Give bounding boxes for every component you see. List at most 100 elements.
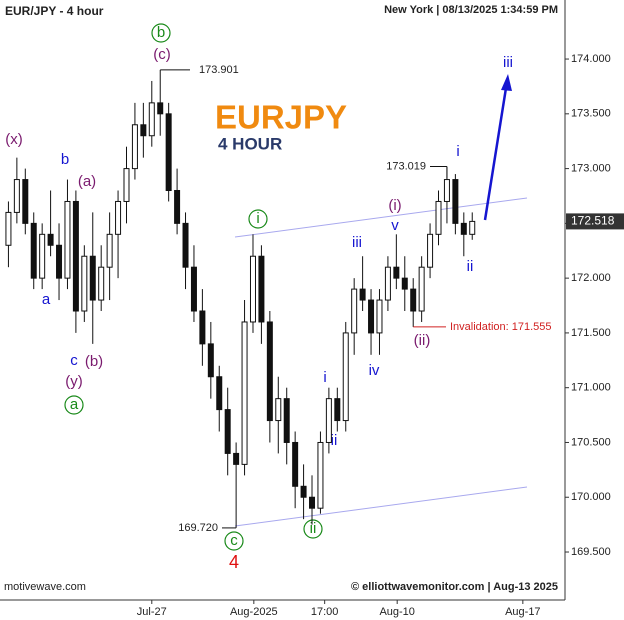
candle-body [317, 441, 324, 509]
candle-body [224, 409, 231, 454]
candle-body [258, 255, 265, 323]
wave-circle [224, 531, 244, 551]
candle-body [393, 266, 400, 279]
wave-label: c [230, 532, 238, 549]
candle-body [384, 266, 391, 301]
candle-body [241, 321, 248, 465]
candle-body [309, 496, 316, 509]
source: motivewave.com [4, 581, 86, 593]
wave-label: i [323, 369, 326, 386]
candle-body [376, 299, 383, 334]
x-tick-label: Aug-10 [379, 606, 414, 618]
wave-label: (c) [153, 46, 171, 63]
candle-body [233, 452, 240, 465]
price-label: 169.720 [178, 522, 218, 534]
candle-body [401, 277, 408, 290]
candle-body [165, 113, 172, 192]
candle-body [199, 310, 206, 345]
y-tick-label: 171.500 [571, 327, 611, 339]
candle-body [13, 179, 20, 213]
y-tick-label: 170.500 [571, 436, 611, 448]
channel-line [234, 197, 528, 238]
candle-body [174, 190, 181, 224]
y-tick-label: 174.000 [571, 53, 611, 65]
wave-label: a [70, 396, 79, 413]
y-tick-label: 169.500 [571, 546, 611, 558]
candle-body [98, 266, 105, 301]
wave-label: (b) [85, 353, 103, 370]
candle-body [249, 255, 256, 323]
candle-body [22, 179, 29, 224]
candle-body [216, 376, 223, 411]
channel-line [234, 486, 528, 527]
x-tick-label: 17:00 [311, 606, 339, 618]
wave-circle [151, 23, 171, 43]
y-tick-label: 171.000 [571, 382, 611, 394]
candle-body [351, 288, 358, 334]
timestamp: New York | 08/13/2025 1:34:59 PM [384, 4, 558, 16]
candle-body [190, 266, 197, 312]
candle-body [283, 398, 290, 443]
y-tick-label: 173.500 [571, 108, 611, 120]
price-label: 173.019 [386, 160, 426, 172]
arrow [483, 87, 508, 221]
wave-label: i [456, 143, 459, 160]
candle-body [469, 220, 476, 235]
candle-body [115, 200, 122, 235]
price-label: Invalidation: 171.555 [450, 321, 552, 333]
candle-body [140, 124, 147, 137]
timeframe: 4 HOUR [218, 134, 282, 153]
candle-body [106, 233, 113, 268]
wave-label: ii [331, 432, 338, 449]
candle-body [30, 222, 37, 279]
wave-circle [303, 519, 323, 539]
x-tick-label: Aug-2025 [230, 606, 278, 618]
arrow-head [501, 74, 512, 91]
wave-label: b [61, 151, 69, 168]
candle-body [157, 102, 164, 115]
candle-body [81, 255, 88, 312]
wave-label: ii [467, 258, 474, 275]
candle-body [207, 343, 214, 378]
wave-label: v [391, 217, 399, 234]
candle-body [275, 398, 282, 422]
candle-body [131, 124, 138, 170]
candle-body [325, 398, 332, 443]
chart-title: EUR/JPY - 4 hour [5, 4, 104, 18]
wave-label: a [42, 291, 51, 308]
candle-body [427, 233, 434, 268]
candle-body [443, 179, 450, 202]
candle-body [64, 200, 71, 279]
candle-body [266, 321, 273, 422]
candle-body [182, 222, 189, 268]
wave-label: (ii) [414, 332, 431, 349]
candle-body [342, 332, 349, 422]
wave-label: (a) [78, 173, 96, 190]
x-tick-label: Jul-27 [137, 606, 167, 618]
candle-body [5, 211, 12, 246]
candle-body [300, 485, 307, 498]
candle-body [368, 299, 375, 334]
price-tag-label: 172.518 [571, 214, 615, 228]
candle-body [435, 200, 442, 235]
candle-body [72, 200, 79, 312]
price-tag [566, 213, 624, 230]
candle-body [123, 168, 130, 202]
wave-labels: (x) b (a) a c (b) (y) a b (c) i (i) v ii… [5, 23, 513, 572]
symbol: EURJPY [215, 99, 347, 136]
wave-label: ii [310, 520, 317, 537]
wave-label: iv [369, 362, 380, 379]
wave-label: b [157, 24, 165, 41]
y-tick-label: 170.000 [571, 491, 611, 503]
candle-body [418, 266, 425, 312]
price-label: 173.901 [199, 64, 239, 76]
y-tick-label: 172.000 [571, 272, 611, 284]
candle-body [359, 288, 366, 301]
wave-label: (i) [388, 197, 401, 214]
wave-label: i [256, 210, 259, 227]
wave-label: (x) [5, 131, 23, 148]
x-tick-label: Aug-17 [505, 606, 540, 618]
candle-body [460, 222, 467, 235]
candle-body [89, 255, 96, 301]
